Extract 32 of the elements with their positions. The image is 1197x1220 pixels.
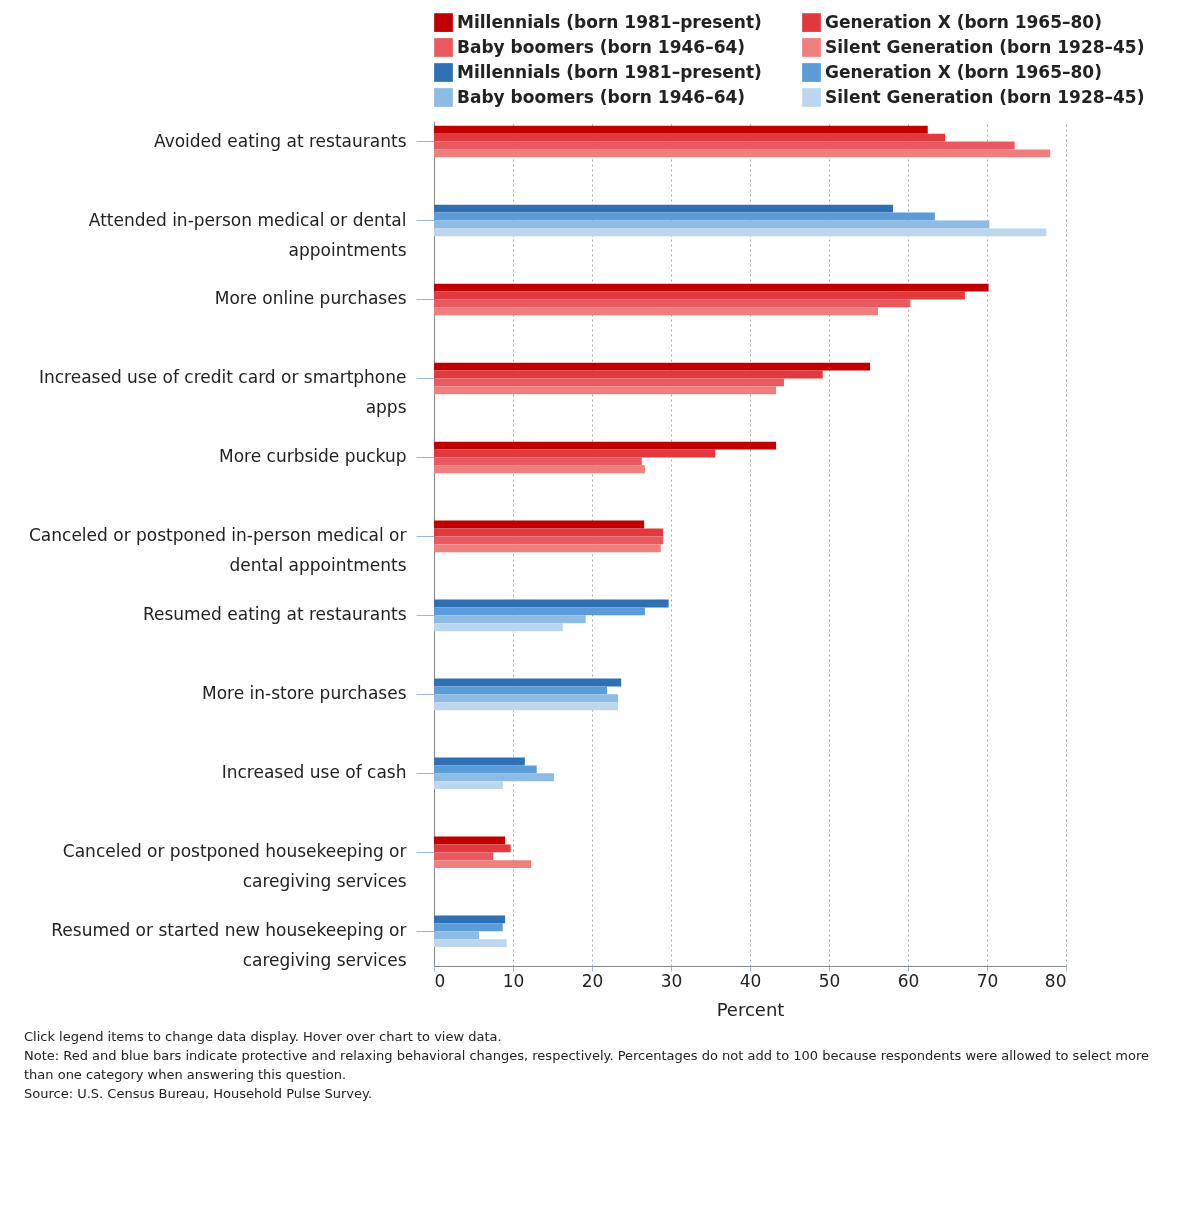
x-tick-label: 20 [581,970,604,991]
legend-label: Silent Generation (born 1928–45) [825,36,1145,57]
x-tick-label: 0 [434,970,446,991]
y-tick-label: Avoided eating at restaurants [154,130,407,151]
x-tick-label: 80 [1044,970,1067,991]
y-tick-label: More online purchases [214,288,407,309]
legend-label: Silent Generation (born 1928–45) [825,86,1145,107]
x-axis-title: Percent [716,998,785,1020]
y-tick-label: Canceled or postponed in-person medical or dental appointments [29,525,407,576]
legend-label: Generation X (born 1965–80) [825,61,1102,82]
x-tick-label: 50 [818,970,841,991]
source-note: Source: U.S. Census Bureau, Household Pulse Survey. [24,1084,374,1103]
y-tick-label: Increased use of cash [221,762,407,783]
text: Click legend items to change data display. Hover over chart to view data. [24,1028,503,1046]
text: Note: Red and blue bars indicate protective and relaxing behavioral changes, respectively. Percentages do not add to 100 because respondents were allowed to select more than one category when answering this question. [24,1046,1151,1084]
legend-label: Millennials (born 1981–present) [457,11,762,32]
x-tick-label: 70 [976,970,999,991]
x-tick-label: 30 [660,970,683,991]
y-tick-label: More curbside puckup [219,446,407,467]
y-tick-label: Canceled or postponed housekeeping or caregiving services [62,841,407,892]
y-tick-label: More in-store purchases [202,683,407,704]
legend-label: Baby boomers (born 1946–64) [457,36,746,57]
legend-label: Baby boomers (born 1946–64) [457,86,746,107]
y-tick-label: Increased use of credit card or smartphone apps [38,367,407,418]
legend-label: Millennials (born 1981–present) [457,61,762,82]
legend-label: Generation X (born 1965–80) [825,11,1102,32]
y-tick-label: Attended in-person medical or dental appointments [88,209,407,260]
x-tick-label: 60 [897,970,920,991]
x-tick-label: 40 [739,970,762,991]
y-tick-label: Resumed eating at restaurants [142,604,407,625]
y-tick-label: Resumed or started new housekeeping or caregiving services [51,920,407,971]
x-tick-label: 10 [502,970,525,991]
